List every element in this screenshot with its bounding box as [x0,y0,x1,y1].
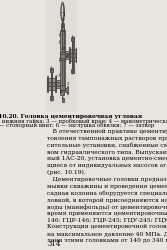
Text: время применяются цементировочные головки типа ГЦР-140-: время применяются цементировочные головк… [47,210,167,216]
Circle shape [61,2,64,22]
Bar [60,54,65,58]
Text: Конструкция цементировочной головки типа ГЦР рассчитана: Конструкция цементировочной головки типа… [47,224,167,229]
Polygon shape [62,90,63,100]
Text: на максимальное давление 40 МПа. Диаметр обвязываемых ко-: на максимальное давление 40 МПа. Диаметр… [47,231,167,236]
Text: вом гидравлического типа. Выпускаются: агрегат смеситель-: вом гидравлического типа. Выпускаются: а… [47,150,167,154]
Bar [69,53,76,57]
Bar [60,52,65,60]
Text: 314: 314 [48,240,61,248]
Bar [47,76,48,92]
Bar [62,30,63,90]
Circle shape [47,83,48,85]
Text: 4: 4 [65,54,68,58]
Circle shape [51,98,52,100]
Bar [46,0,77,112]
Circle shape [72,70,73,74]
Text: 1: 1 [63,13,66,17]
Text: 3: 3 [62,47,64,51]
Bar [50,68,53,72]
Bar [60,30,65,90]
Bar [71,69,74,73]
Text: воды (манифольды) от цементировочных агрегатов. В настоящее: воды (манифольды) от цементировочных агр… [47,204,167,210]
Bar [47,82,56,86]
Bar [62,27,63,30]
Text: ный 1АС-20, установка цементно-смесительная РСМ10, питаю-: ный 1АС-20, установка цементно-смеситель… [47,156,167,161]
Bar [61,23,64,28]
Text: 6: 6 [60,90,62,94]
Bar [69,47,70,63]
Bar [60,90,64,95]
Text: товления тампонажных растворов применяются цементно-сме-: товления тампонажных растворов применяют… [47,136,167,141]
Text: лонн этими головками от 140 до 340 мм. Головка состоит из: лонн этими головками от 140 до 340 мм. Г… [47,238,167,243]
Circle shape [61,4,64,20]
Text: 2: 2 [61,19,63,23]
Bar [67,86,68,94]
Text: садная колонна оборудуется специальной цементировочной го-: садная колонна оборудуется специальной ц… [47,190,167,196]
Bar [56,80,60,88]
Bar [72,37,73,73]
Text: Цементировочные головки предназначены для про-: Цементировочные головки предназначены дл… [47,176,167,182]
Text: Рис. 10.20. Головка цементировочная угловая: Рис. 10.20. Головка цементировочная угло… [0,114,142,119]
Bar [65,88,67,92]
Text: пробка; 5 — стопорный винт; 6 — заглушка обвязки; 7 — затвор: пробка; 5 — стопорный винт; 6 — заглушка… [0,123,154,128]
Bar [61,27,64,31]
Circle shape [47,82,48,86]
Text: (рис. 10.19).: (рис. 10.19). [47,170,86,175]
Bar [60,85,65,90]
Text: ловкой, в которой присоединяются нагнетательные трубопро-: ловкой, в которой присоединяются нагнета… [47,197,167,202]
Text: сительные установки, снабженные смесительным устройст-: сительные установки, снабженные смесител… [47,142,167,148]
Bar [51,68,52,100]
Bar [62,22,63,27]
Circle shape [55,82,56,86]
Circle shape [51,66,52,71]
Bar [65,53,69,57]
Circle shape [55,83,56,85]
Text: 5: 5 [67,82,70,86]
Bar [72,37,74,73]
Circle shape [76,52,77,58]
Bar [69,49,76,61]
Circle shape [72,36,73,41]
Bar [71,37,74,41]
Text: 146; ГЦР-146; ГЦР-245; ГЦУ-245; ГЦУ-324; ГЦР-340 (рис. 10.20).: 146; ГЦР-146; ГЦР-245; ГЦУ-245; ГЦУ-324;… [47,218,167,223]
Bar [56,82,60,86]
Circle shape [69,52,70,58]
Bar [51,68,52,100]
Bar [47,78,56,90]
Circle shape [51,96,52,102]
Bar [62,98,63,102]
Bar [55,76,56,92]
Text: мывки скважины и проведения цементирования. Скважинная об-: мывки скважины и проведения цементирован… [47,184,167,189]
Circle shape [67,87,68,93]
Text: 1 — крышка; 2 — нижняя гайка; 3 — пробковый кран; 4 — манометрическая: 1 — крышка; 2 — нижняя гайка; 3 — пробко… [0,119,167,124]
Bar [50,96,53,100]
Text: 7: 7 [54,75,57,79]
Text: В отечественной практике цементирования скважин для прито-: В отечественной практике цементирования … [47,129,167,134]
Bar [65,51,69,59]
Text: щиеся от индивидуальных насосов агрегаты смесительный АСМ-15: щиеся от индивидуальных насосов агрегаты… [47,163,167,168]
Circle shape [51,68,52,70]
